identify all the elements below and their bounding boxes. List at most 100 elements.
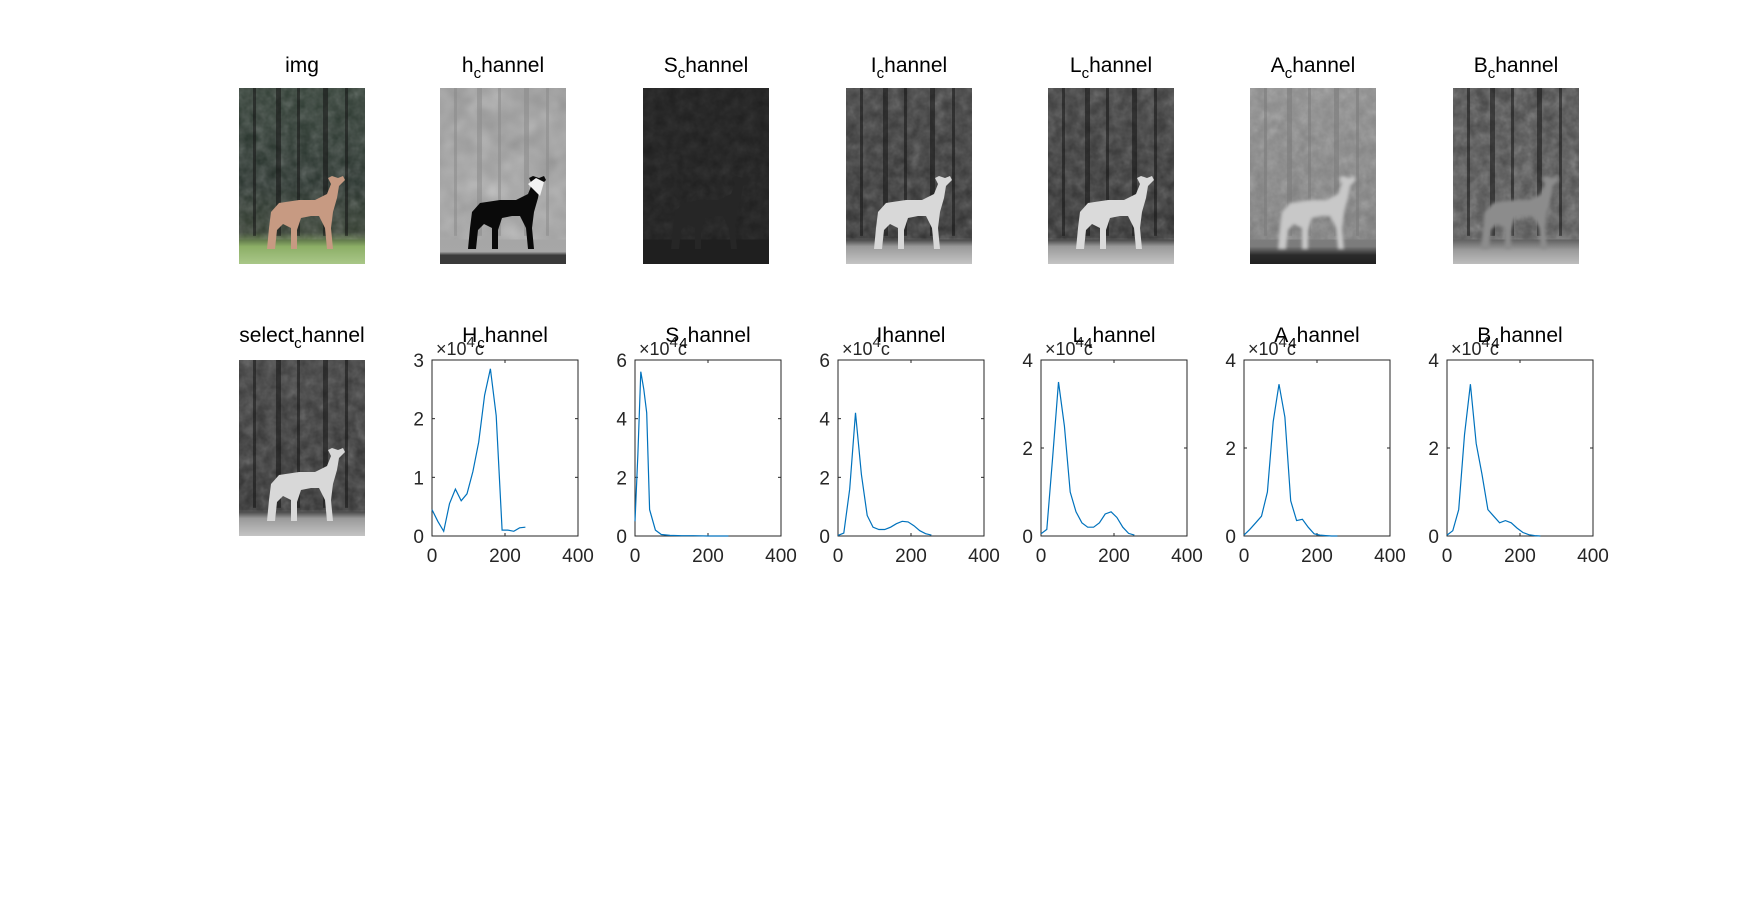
y-tick-label: 0 [616, 527, 627, 548]
image-title-2: Schannel [664, 54, 749, 82]
tree-trunk [1085, 88, 1090, 236]
tree-trunk [276, 88, 281, 236]
tree-trunk [1559, 88, 1562, 236]
tree-trunk [1106, 88, 1109, 236]
plot-axes-box [1243, 359, 1391, 537]
image-title-5-rest: hannel [1292, 54, 1355, 77]
exponent-power: 4 [670, 334, 678, 351]
x-tick-label: 200 [692, 546, 724, 567]
y-tick-label: 0 [413, 527, 424, 548]
deer-highlight [528, 178, 544, 196]
histogram-line [1040, 381, 1135, 536]
image-title-1-subscript: c [474, 65, 482, 82]
image-title-6: Bchannel [1474, 54, 1559, 82]
image-title-3-rest: hannel [884, 54, 947, 77]
x-tick-label: 0 [833, 546, 844, 567]
exponent-times: ×10 [639, 339, 670, 359]
histogram-title-2: Ihannel [877, 324, 946, 347]
exponent-times: ×10 [1451, 339, 1482, 359]
tree-trunk [860, 88, 863, 236]
image-title-0-main: img [285, 54, 319, 77]
tree-trunk [1537, 88, 1542, 236]
image-title-7-rest: hannel [302, 324, 365, 347]
histogram-title-0-subscript: c [477, 335, 485, 352]
tree-trunk [883, 88, 888, 236]
exponent-times: ×10 [1248, 339, 1279, 359]
x-tick-label: 200 [895, 546, 927, 567]
image-title-5-main: A [1271, 54, 1285, 77]
plot-axes-box [431, 359, 579, 537]
tree-trunk [454, 88, 457, 236]
deer-figure [267, 176, 345, 249]
tree-trunk [524, 88, 529, 236]
tree-trunk [477, 88, 482, 236]
exponent-tail: c [678, 339, 687, 359]
x-tick-label: 200 [1098, 546, 1130, 567]
tree-trunk [276, 360, 281, 508]
image-title-1-rest: hannel [481, 54, 544, 77]
histogram-title-1: S4hannel [665, 324, 750, 352]
histogram-line [837, 412, 932, 536]
histogram-line [634, 371, 729, 537]
exponent-power: 4 [1279, 334, 1287, 351]
plot-axes-box [1446, 359, 1594, 537]
image-title-0: img [285, 54, 319, 77]
tree-trunk [952, 88, 955, 236]
y-tick-label: 4 [1428, 351, 1439, 372]
histogram-title-3: L4hannel [1072, 324, 1155, 352]
x-tick-label: 400 [765, 546, 797, 567]
histogram-title-1-subscript: 4 [679, 335, 687, 352]
image-title-2-subscript: c [678, 65, 686, 82]
histogram-title-0: Hchannel [462, 324, 548, 352]
exponent-label: ×104c [1451, 334, 1499, 359]
tree-trunk [904, 88, 907, 236]
y-tick-label: 4 [819, 410, 830, 431]
histogram-line [1446, 384, 1541, 537]
histogram-title-0-main: H [462, 324, 477, 347]
image-panel-1 [440, 88, 566, 264]
histogram-title-4-subscript: 4 [1288, 335, 1296, 352]
histogram-title-2-rest: hannel [882, 324, 945, 347]
histogram-line [1243, 384, 1338, 537]
image-panel-4 [1048, 88, 1174, 264]
y-tick-label: 0 [1225, 527, 1236, 548]
x-tick-label: 200 [1504, 546, 1536, 567]
image-title-4-main: L [1070, 54, 1082, 77]
exponent-label: ×104c [1045, 334, 1093, 359]
histogram-title-4: A4hannel [1274, 324, 1359, 352]
image-title-6-main: B [1474, 54, 1488, 77]
image-panel-7 [239, 360, 365, 536]
tree-trunk [1287, 88, 1292, 236]
histogram-title-5-rest: hannel [1500, 324, 1563, 347]
deer-figure [874, 176, 952, 249]
exponent-tail: c [1084, 339, 1093, 359]
image-title-6-rest: hannel [1495, 54, 1558, 77]
x-tick-label: 0 [1442, 546, 1453, 567]
tree-trunk [345, 360, 348, 508]
deer-figure [671, 176, 749, 249]
deer-figure [267, 448, 345, 521]
y-tick-label: 4 [1022, 351, 1033, 372]
image-title-5: Achannel [1271, 54, 1356, 82]
image-title-3: Ichannel [871, 54, 947, 82]
image-panel-6 [1453, 88, 1579, 264]
tree-trunk [253, 360, 256, 508]
exponent-power: 4 [1076, 334, 1084, 351]
tree-trunk [1264, 88, 1267, 236]
histogram-title-1-main: S [665, 324, 679, 347]
tree-trunk [1511, 88, 1514, 236]
plot-axes-box [634, 359, 782, 537]
y-tick-label: 0 [819, 527, 830, 548]
histogram-title-3-rest: hannel [1092, 324, 1155, 347]
exponent-label: ×104c [436, 334, 484, 359]
y-tick-label: 2 [1225, 439, 1236, 460]
x-tick-label: 200 [1301, 546, 1333, 567]
tree-trunk [930, 88, 935, 236]
histogram-title-4-rest: hannel [1297, 324, 1360, 347]
histogram-line [431, 368, 526, 533]
